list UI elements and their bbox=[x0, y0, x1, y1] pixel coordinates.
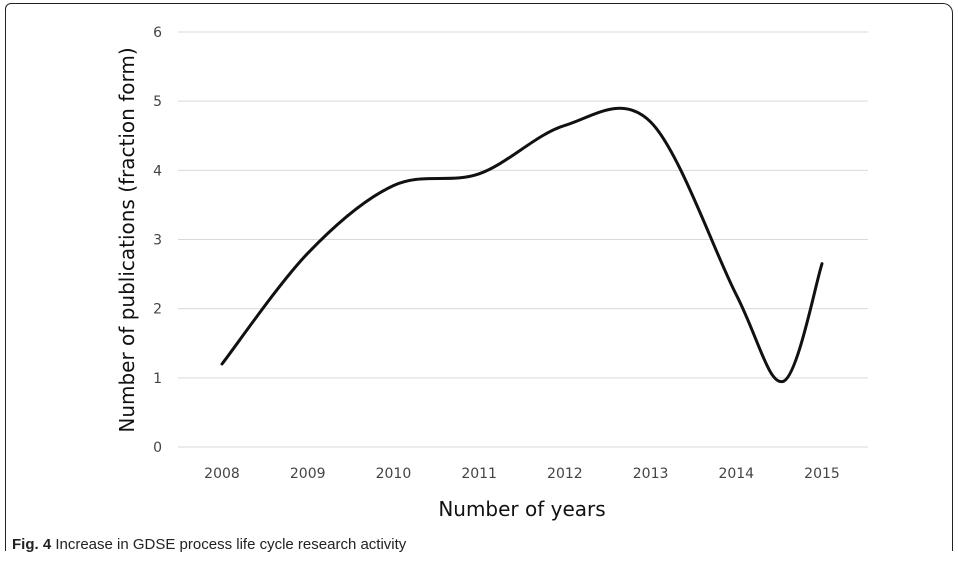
y-tick-label: 5 bbox=[153, 94, 162, 110]
gridlines bbox=[178, 31, 868, 448]
y-tick-labels: 0 1 2 3 4 5 6 bbox=[153, 25, 162, 456]
caption-text: Increase in GDSE process life cycle rese… bbox=[51, 536, 407, 553]
x-axis-title: Number of years bbox=[438, 497, 605, 521]
y-tick-label: 1 bbox=[153, 371, 162, 387]
x-tick-label: 2009 bbox=[290, 466, 326, 482]
x-tick-labels: 2008 2009 2010 2011 2012 2013 2014 2015 bbox=[204, 466, 840, 482]
series-line bbox=[220, 106, 824, 383]
y-tick-label: 4 bbox=[153, 163, 162, 179]
x-tick-label: 2008 bbox=[204, 466, 240, 482]
y-axis-title: Number of publications (fraction form) bbox=[115, 47, 139, 432]
y-tick-label: 3 bbox=[153, 233, 162, 249]
x-tick-label: 2010 bbox=[376, 466, 412, 482]
caption-label: Fig. 4 bbox=[12, 536, 52, 553]
series-group bbox=[220, 106, 824, 383]
x-tick-label: 2014 bbox=[718, 466, 754, 482]
x-tick-label: 2015 bbox=[804, 466, 840, 482]
y-tick-label: 6 bbox=[153, 25, 162, 41]
x-tick-label: 2012 bbox=[547, 466, 583, 482]
x-tick-label: 2011 bbox=[461, 466, 497, 482]
y-tick-label: 0 bbox=[153, 440, 162, 456]
y-tick-label: 2 bbox=[153, 302, 162, 318]
figure-border bbox=[5, 3, 953, 551]
x-tick-label: 2013 bbox=[633, 466, 669, 482]
figure-caption: Fig. 4 Increase in GDSE process life cyc… bbox=[12, 536, 406, 553]
